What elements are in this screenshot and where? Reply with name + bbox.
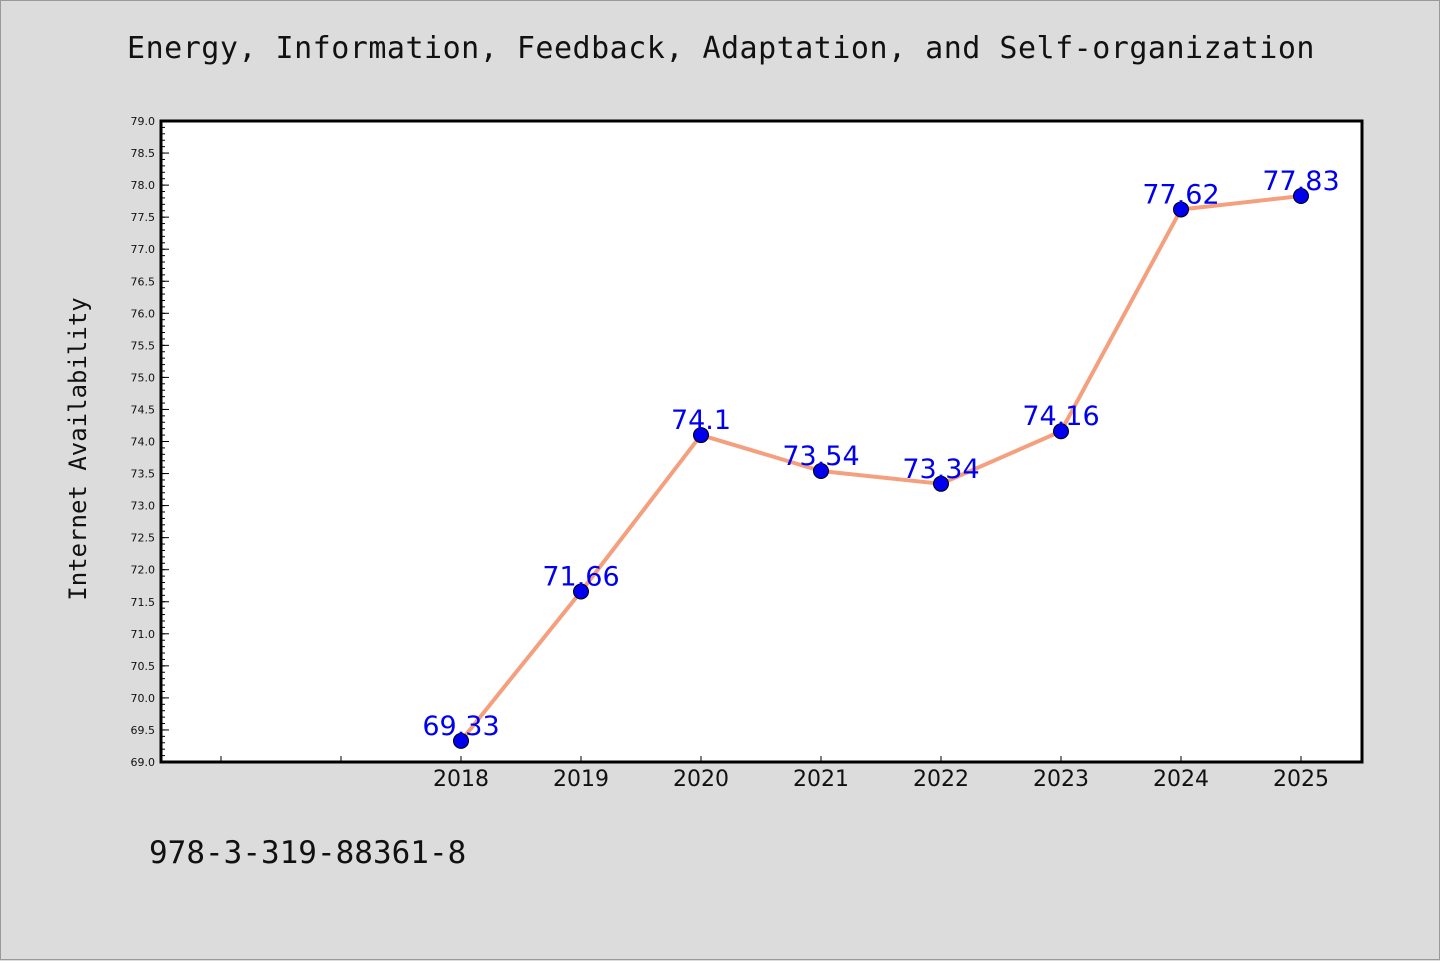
data-label: 74.16 <box>1022 401 1099 432</box>
chart-title: Energy, Information, Feedback, Adaptatio… <box>127 31 1315 66</box>
y-tick-label: 75.0 <box>131 371 156 384</box>
y-tick-label: 73.0 <box>131 500 156 513</box>
y-tick-label: 75.5 <box>131 339 156 352</box>
data-point <box>693 427 709 444</box>
y-tick-label: 71.5 <box>131 596 156 609</box>
data-label: 73.34 <box>902 454 979 485</box>
x-tick-label: 2020 <box>673 767 729 792</box>
y-tick-label: 74.5 <box>131 403 156 416</box>
y-axis-label: Internet Availability <box>64 297 92 600</box>
data-label: 69.33 <box>422 711 499 742</box>
footer-isbn: 978-3-319-88361-8 <box>149 835 467 871</box>
y-tick-label: 72.5 <box>131 532 156 545</box>
x-tick-label: 2021 <box>793 767 849 792</box>
y-tick-label: 69.5 <box>131 724 156 737</box>
y-tick-label: 69.0 <box>131 756 156 769</box>
data-point <box>813 462 829 479</box>
y-tick-label: 77.5 <box>131 211 156 224</box>
y-tick-label: 70.0 <box>131 692 156 705</box>
x-tick-label: 2022 <box>913 767 969 792</box>
x-tick-label: 2018 <box>433 767 489 792</box>
y-tick-label: 77.0 <box>131 243 156 256</box>
data-point <box>933 475 949 492</box>
y-tick-label: 74.0 <box>131 436 156 449</box>
series-line-path <box>459 194 1302 743</box>
x-axis-ticks: 2018 2019 2020 2021 2022 2023 2024 2025 <box>220 756 1329 792</box>
y-tick-label: 78.5 <box>131 147 156 160</box>
x-tick-label: 2023 <box>1033 767 1089 792</box>
data-label: 71.66 <box>542 561 619 592</box>
data-point <box>453 732 469 749</box>
data-point <box>573 583 589 600</box>
series-markers <box>453 187 1309 749</box>
data-labels: 69.33 71.66 74.1 73.54 73.34 74.16 77.62 77.83 <box>422 166 1339 742</box>
data-point <box>1293 187 1309 204</box>
data-label: 77.83 <box>1262 166 1339 197</box>
y-tick-label: 78.0 <box>131 179 156 192</box>
data-point <box>1173 201 1189 218</box>
y-tick-label: 72.0 <box>131 564 156 577</box>
y-tick-label: 71.0 <box>131 628 156 641</box>
y-tick-label: 73.5 <box>131 468 156 481</box>
y-tick-label: 70.5 <box>131 660 156 673</box>
y-axis-ticks: 69.0 69.5 70.0 70.5 71.0 71.5 72.0 72.5 73.0 73.5… <box>131 115 169 769</box>
x-tick-label: 2024 <box>1153 767 1209 792</box>
data-label: 74.1 <box>671 405 731 436</box>
data-point <box>1053 423 1069 440</box>
series-line <box>459 194 1302 743</box>
data-label: 77.62 <box>1142 179 1219 210</box>
y-tick-label: 79.0 <box>131 115 156 128</box>
y-tick-label: 76.0 <box>131 307 156 320</box>
data-label: 73.54 <box>782 441 859 472</box>
x-tick-label: 2025 <box>1273 767 1329 792</box>
y-tick-label: 76.5 <box>131 275 156 288</box>
x-tick-label: 2019 <box>553 767 609 792</box>
plot-area <box>159 119 1364 764</box>
